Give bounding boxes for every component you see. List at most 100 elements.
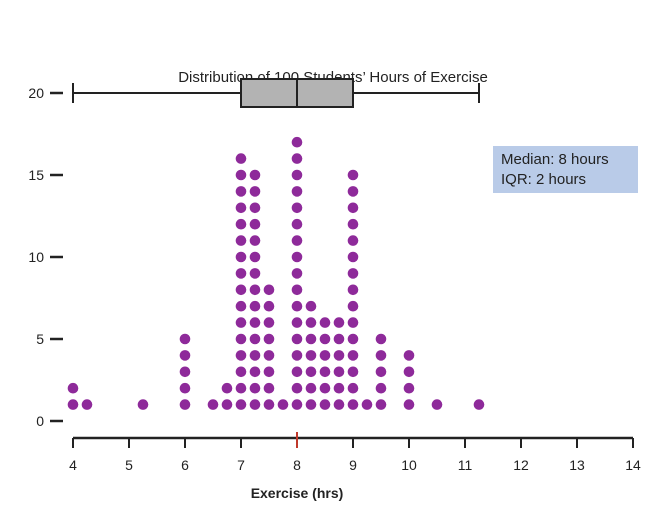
- data-dot: [375, 350, 387, 361]
- data-dot: [375, 382, 387, 394]
- data-dot: [347, 300, 359, 312]
- data-dot: [333, 382, 345, 394]
- data-dot: [333, 350, 345, 361]
- data-dot: [235, 268, 247, 279]
- data-dot: [347, 218, 359, 230]
- data-dot: [249, 202, 261, 214]
- axes: 4 5 6 7 8 9 10 11 12 13 14 0 5 10 15 20: [28, 85, 641, 473]
- iqr-annotation: IQR: 2 hours: [501, 171, 586, 188]
- data-dot: [249, 317, 261, 328]
- data-dot: [263, 382, 275, 394]
- data-dot: [179, 382, 191, 394]
- y-tick-label: 20: [28, 85, 44, 101]
- data-dot: [263, 350, 275, 361]
- data-dot: [305, 350, 317, 361]
- data-dot: [221, 399, 233, 410]
- data-dot: [263, 399, 275, 410]
- data-dot: [347, 382, 359, 394]
- data-dot: [347, 268, 359, 279]
- data-dot: [235, 251, 247, 263]
- data-dot: [249, 382, 261, 394]
- data-dot: [347, 317, 359, 328]
- data-dot: [67, 399, 79, 410]
- data-dot: [137, 399, 149, 410]
- data-dot: [263, 317, 275, 328]
- data-dot: [263, 284, 275, 296]
- data-dot: [249, 218, 261, 230]
- data-dot: [67, 382, 79, 394]
- data-dot: [375, 366, 387, 378]
- data-dot: [291, 382, 303, 394]
- stats-annotation-box: [493, 146, 638, 193]
- data-dot: [305, 366, 317, 378]
- data-dot: [263, 300, 275, 312]
- x-tick-label: 13: [569, 457, 585, 473]
- data-dot: [235, 186, 247, 197]
- data-dot: [347, 186, 359, 197]
- x-tick-label: 10: [401, 457, 417, 473]
- data-dot: [207, 399, 219, 410]
- data-dot: [291, 153, 303, 164]
- data-dot: [235, 366, 247, 378]
- data-dot: [347, 333, 359, 345]
- data-dot: [249, 235, 261, 246]
- data-dot: [361, 399, 373, 410]
- data-dot: [291, 218, 303, 230]
- data-dot: [221, 382, 233, 394]
- data-dot: [263, 333, 275, 345]
- data-dot: [263, 366, 275, 378]
- data-dot: [375, 333, 387, 345]
- data-dot: [347, 350, 359, 361]
- data-dot: [235, 300, 247, 312]
- data-dot: [81, 399, 93, 410]
- y-tick-label: 5: [36, 331, 44, 347]
- data-dot: [291, 202, 303, 214]
- data-dot: [291, 268, 303, 279]
- data-dot: [319, 382, 331, 394]
- x-tick-label: 8: [293, 457, 301, 473]
- data-dot: [235, 169, 247, 181]
- data-dot: [235, 399, 247, 410]
- data-dot: [333, 399, 345, 410]
- data-dot: [235, 218, 247, 230]
- data-dot: [249, 366, 261, 378]
- data-dot: [291, 317, 303, 328]
- data-dot: [235, 153, 247, 164]
- data-dot: [249, 300, 261, 312]
- data-dot: [403, 399, 415, 410]
- data-dot: [403, 350, 415, 361]
- x-tick-label: 5: [125, 457, 133, 473]
- data-dot: [291, 284, 303, 296]
- data-dot: [333, 366, 345, 378]
- data-dot: [291, 136, 303, 148]
- data-dot: [249, 186, 261, 197]
- data-dot: [179, 333, 191, 345]
- data-dot: [347, 169, 359, 181]
- data-dot: [319, 317, 331, 328]
- data-dot: [375, 399, 387, 410]
- data-dot: [319, 399, 331, 410]
- data-dot: [319, 333, 331, 345]
- data-dot: [347, 284, 359, 296]
- data-dot: [403, 382, 415, 394]
- data-dot: [403, 366, 415, 378]
- x-tick-label: 4: [69, 457, 77, 473]
- y-tick-label: 0: [36, 413, 44, 429]
- data-dot: [473, 399, 485, 410]
- y-tick-label: 15: [28, 167, 44, 183]
- data-dot: [305, 399, 317, 410]
- data-dot: [319, 366, 331, 378]
- data-dot: [291, 169, 303, 181]
- x-tick-label: 9: [349, 457, 357, 473]
- boxplot: [72, 78, 480, 108]
- data-dot: [333, 333, 345, 345]
- data-dot: [431, 399, 443, 410]
- data-dot: [291, 186, 303, 197]
- x-tick-label: 11: [458, 457, 473, 473]
- x-tick-label: 14: [625, 457, 641, 473]
- data-dot: [235, 202, 247, 214]
- data-dot: [235, 235, 247, 246]
- data-dot: [291, 350, 303, 361]
- data-dot: [291, 399, 303, 410]
